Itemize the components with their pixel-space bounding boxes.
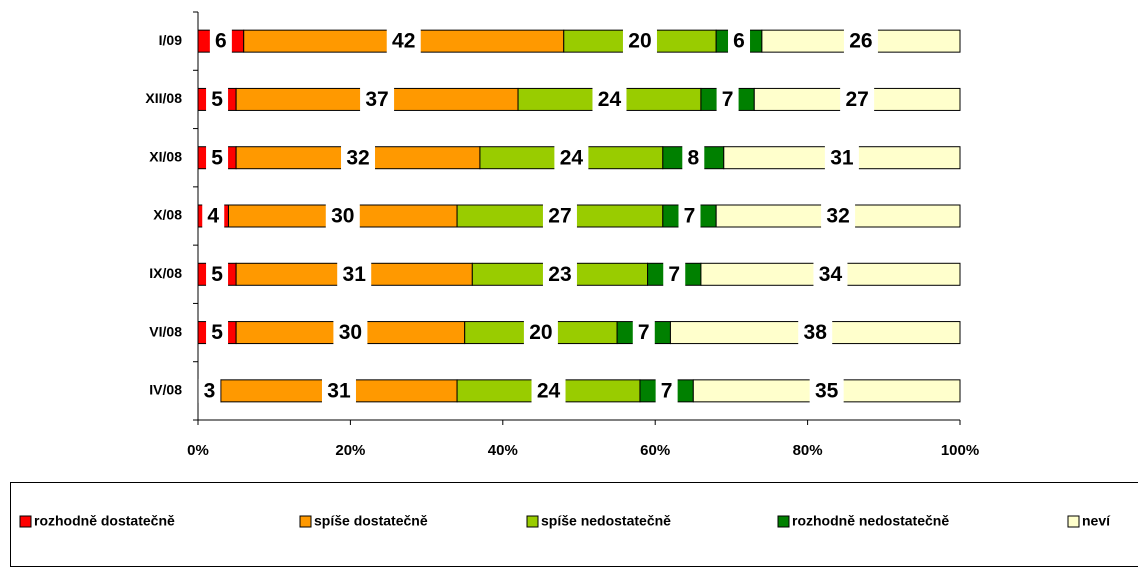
data-label: 30	[331, 205, 354, 228]
label-box	[821, 204, 856, 228]
data-label: 5	[211, 146, 223, 169]
label-box	[682, 145, 705, 170]
legend-swatch	[777, 515, 790, 528]
x-tick-label: 60%	[640, 442, 670, 459]
data-label: 3	[204, 379, 216, 402]
label-box	[542, 204, 577, 228]
label-box	[663, 262, 686, 287]
label-box	[716, 87, 739, 112]
data-label: 24	[537, 379, 561, 402]
label-box	[333, 320, 368, 345]
label-box	[798, 320, 833, 345]
data-label: 24	[598, 88, 622, 111]
data-label: 34	[819, 263, 843, 286]
legend-swatch	[19, 515, 32, 528]
label-box	[843, 29, 878, 54]
data-label: 5	[211, 321, 223, 344]
y-tick-label: XI/08	[149, 148, 182, 164]
label-box	[728, 29, 751, 54]
x-tick-label: 100%	[941, 442, 979, 459]
data-label: 27	[548, 205, 571, 228]
data-label: 30	[339, 321, 362, 344]
data-label: 7	[638, 321, 650, 344]
data-label: 23	[548, 263, 571, 286]
data-label: 42	[392, 30, 415, 53]
data-label: 4	[207, 205, 219, 228]
data-label: 7	[661, 379, 673, 402]
y-tick-label: VI/08	[149, 323, 182, 339]
data-label: 24	[560, 146, 584, 169]
data-label: 6	[733, 30, 745, 53]
label-box	[592, 87, 627, 112]
y-tick-label: I/09	[159, 32, 183, 48]
legend-box	[10, 482, 1138, 567]
label-box	[341, 145, 376, 170]
legend-label: spíše dostatečně	[314, 513, 428, 529]
legend-swatch	[1067, 515, 1080, 528]
data-label: 37	[365, 88, 388, 111]
label-box	[531, 378, 566, 403]
data-label: 32	[826, 205, 849, 228]
label-box	[809, 378, 844, 403]
y-tick-label: IX/08	[149, 265, 182, 281]
data-label: 20	[529, 321, 552, 344]
label-box	[622, 29, 657, 54]
label-box	[554, 145, 589, 170]
data-label: 31	[343, 263, 367, 286]
legend-swatch	[299, 515, 312, 528]
y-tick-label: X/08	[153, 207, 182, 223]
data-label: 8	[687, 146, 699, 169]
data-label: 20	[628, 30, 651, 53]
y-tick-label: IV/08	[149, 382, 182, 398]
label-box	[678, 204, 701, 228]
label-box	[206, 87, 229, 112]
label-box	[655, 378, 678, 403]
x-tick-label: 0%	[187, 442, 209, 459]
legend-label: rozhodně dostatečně	[34, 513, 175, 529]
data-label: 6	[215, 30, 227, 53]
legend-label: neví	[1082, 513, 1111, 529]
y-tick-label: XII/08	[145, 90, 182, 106]
label-box	[325, 204, 360, 228]
label-box	[824, 145, 859, 170]
data-label: 31	[830, 146, 854, 169]
label-box	[206, 262, 229, 287]
legend-swatch	[526, 515, 539, 528]
label-box	[632, 320, 655, 345]
data-label: 35	[815, 379, 839, 402]
label-box	[523, 320, 558, 345]
data-label: 7	[684, 205, 696, 228]
label-box	[206, 320, 229, 345]
label-box	[321, 378, 356, 403]
label-box	[198, 378, 221, 403]
data-label: 5	[211, 263, 223, 286]
label-box	[360, 87, 395, 112]
data-label: 32	[346, 146, 369, 169]
data-label: 38	[804, 321, 828, 344]
data-label: 26	[849, 30, 872, 53]
legend-label: rozhodně nedostatečně	[792, 513, 949, 529]
data-label: 7	[668, 263, 680, 286]
x-tick-label: 80%	[793, 442, 823, 459]
label-box	[206, 145, 229, 170]
label-box	[337, 262, 372, 287]
label-box	[209, 29, 232, 54]
data-label: 27	[845, 88, 868, 111]
label-box	[840, 87, 875, 112]
x-tick-label: 40%	[488, 442, 518, 459]
x-tick-label: 20%	[335, 442, 365, 459]
label-box	[542, 262, 577, 287]
data-label: 5	[211, 88, 223, 111]
legend-label: spíše nedostatečně	[541, 513, 671, 529]
data-label: 7	[722, 88, 734, 111]
label-box	[813, 262, 848, 287]
label-box	[202, 204, 225, 228]
data-label: 31	[327, 379, 351, 402]
label-box	[386, 29, 421, 54]
